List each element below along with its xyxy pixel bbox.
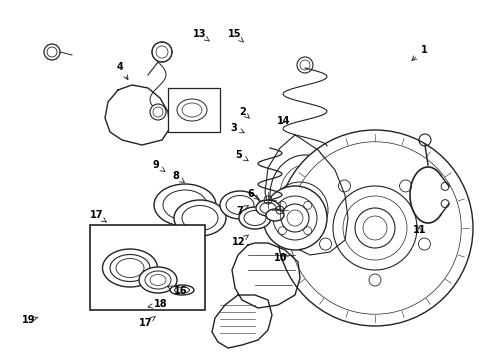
Circle shape [263, 186, 327, 250]
Text: 2: 2 [239, 107, 249, 118]
Ellipse shape [239, 207, 271, 229]
Bar [90, 225, 205, 310]
Text: 7: 7 [237, 205, 248, 216]
Text: 6: 6 [247, 189, 259, 199]
Ellipse shape [177, 99, 207, 121]
Text: 8: 8 [172, 171, 184, 183]
Text: 9: 9 [152, 160, 165, 171]
Text: 17: 17 [90, 210, 106, 222]
Ellipse shape [102, 249, 157, 287]
Text: 17: 17 [139, 316, 155, 328]
Text: 4: 4 [117, 62, 128, 80]
Polygon shape [212, 295, 272, 348]
Ellipse shape [154, 184, 216, 226]
Text: 5: 5 [236, 150, 248, 161]
Circle shape [44, 44, 60, 60]
Text: 15: 15 [227, 29, 244, 42]
Ellipse shape [139, 267, 177, 293]
Polygon shape [232, 243, 300, 308]
Text: 12: 12 [232, 235, 248, 247]
Ellipse shape [256, 200, 280, 216]
Ellipse shape [220, 191, 260, 219]
Text: 16: 16 [168, 286, 187, 296]
Ellipse shape [174, 200, 226, 236]
Circle shape [152, 42, 172, 62]
Text: 3: 3 [231, 123, 244, 133]
Polygon shape [105, 85, 170, 145]
Text: 18: 18 [148, 299, 168, 309]
Polygon shape [265, 135, 348, 255]
Text: 13: 13 [193, 29, 209, 41]
Ellipse shape [266, 209, 284, 221]
Circle shape [277, 130, 473, 326]
Bar [168, 88, 220, 132]
Text: 1: 1 [412, 45, 427, 60]
Text: 14: 14 [276, 116, 290, 126]
Circle shape [150, 104, 166, 120]
Text: 11: 11 [413, 225, 426, 235]
Text: 19: 19 [22, 315, 38, 325]
Text: 10: 10 [273, 253, 287, 264]
Ellipse shape [170, 285, 194, 295]
